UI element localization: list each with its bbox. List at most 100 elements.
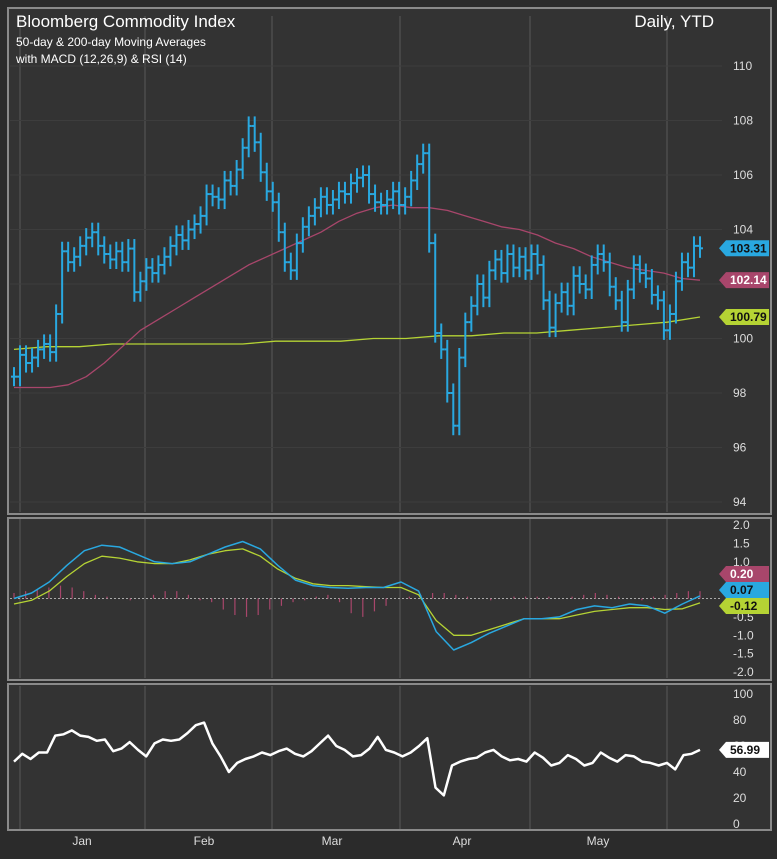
ma50-last-badge-text: 102.14: [730, 273, 767, 287]
price-bar: [552, 293, 559, 338]
macd-histogram-last-badge: 0.20: [719, 566, 769, 582]
macd-axis-tick: -1.5: [733, 647, 754, 661]
price-bar: [456, 348, 463, 436]
price-bar: [35, 339, 42, 368]
price-bar: [474, 274, 481, 316]
macd-line: [13, 540, 701, 651]
price-last-badge: 103.31: [719, 240, 769, 257]
price-bar: [347, 173, 354, 204]
price-axis-tick: 110: [733, 59, 752, 73]
price-bar: [329, 189, 336, 215]
macd-axis-tick: 1.0: [733, 555, 750, 569]
price-bar: [239, 138, 246, 180]
price-bar: [486, 260, 493, 308]
price-bar: [257, 132, 264, 182]
macd-axis-tick: 1.5: [733, 536, 750, 550]
price-bar: [59, 241, 66, 324]
price-bar: [462, 312, 469, 368]
price-bar: [660, 290, 667, 340]
price-bar: [197, 206, 204, 234]
price-bar: [354, 168, 360, 193]
price-bar: [684, 252, 691, 278]
rsi-last-badge-text: 56.99: [730, 743, 760, 757]
macd-histogram-last-badge-text: 0.20: [730, 567, 754, 581]
price-bar: [323, 187, 330, 215]
chart-subtitle-ma: 50-day & 200-day Moving Averages: [16, 35, 206, 49]
price-bar: [71, 247, 78, 272]
price-bar: [221, 170, 228, 210]
chart-title: Bloomberg Commodity Index: [16, 12, 236, 31]
ma200-line: [13, 316, 701, 351]
price-bar: [522, 247, 529, 280]
price-bar: [420, 143, 427, 174]
price-bar: [203, 184, 210, 226]
price-bar: [444, 339, 451, 403]
price-bar: [414, 154, 421, 190]
price-bar: [227, 170, 234, 196]
price-bar: [119, 241, 126, 272]
price-bar: [576, 266, 583, 294]
price-bar: [137, 271, 144, 302]
price-bar: [468, 296, 475, 332]
price-bar: [402, 187, 409, 215]
price-bar: [636, 255, 643, 283]
price-bar: [245, 116, 252, 158]
price-bar: [305, 206, 312, 237]
rsi-axis-tick: 40: [733, 765, 747, 779]
price-bar: [384, 189, 391, 215]
price-bar: [618, 290, 625, 332]
macd-axis-tick: -1.0: [733, 628, 754, 642]
price-bar: [161, 247, 168, 275]
price-axis-tick: 104: [733, 223, 753, 237]
price-bar: [65, 241, 72, 272]
price-bar: [438, 323, 445, 359]
price-bar: [173, 225, 180, 256]
price-bar: [606, 252, 613, 297]
price-last-badge-text: 103.31: [730, 241, 767, 255]
price-bar: [185, 219, 192, 250]
ma200-series: [13, 316, 701, 351]
macd-axis-tick: -2.0: [733, 665, 754, 679]
macd-signal-last-badge: -0.12: [719, 598, 769, 614]
price-bar: [281, 222, 288, 272]
last-value-badges: 103.31 102.14 100.79 0.20 0.07 -0.12 56.99: [719, 240, 769, 758]
price-bar: [191, 214, 198, 240]
price-bar: [179, 225, 186, 250]
macd-signal-line: [13, 548, 701, 636]
rsi-line: [13, 721, 701, 797]
price-bar: [450, 383, 457, 436]
price-bar: [269, 181, 276, 212]
price-bar: [378, 192, 385, 215]
ma50-series: [14, 204, 701, 389]
macd-signal-last-badge-shape: [719, 598, 769, 614]
price-bar: [317, 187, 324, 218]
price-bar: [558, 282, 565, 313]
price-axis-tick: 96: [733, 441, 747, 455]
price-bar: [516, 247, 523, 278]
price-bar: [426, 143, 433, 253]
price-bar: [666, 304, 673, 340]
price-bar: [528, 244, 535, 280]
price-bar: [335, 181, 342, 210]
price-bar: [53, 304, 60, 362]
price-bar: [17, 345, 24, 387]
price-bar: [155, 255, 162, 283]
rsi-axis-tick: 100: [733, 687, 753, 701]
macd-histogram-last-badge-shape: [719, 566, 769, 582]
price-bar: [209, 184, 216, 207]
macd-histogram-series: [13, 585, 701, 617]
price-bar: [29, 348, 36, 373]
macd-signal-series: [13, 548, 701, 636]
price-bar: [534, 244, 541, 275]
price-axis-tick: 100: [733, 332, 753, 346]
price-bar: [570, 266, 577, 316]
rsi-panel: [7, 683, 772, 831]
price-bar: [540, 255, 547, 310]
rsi-last-badge-shape: [719, 741, 769, 758]
price-bar: [41, 334, 48, 359]
price-axis-tick: 106: [733, 168, 753, 182]
price-bar: [149, 258, 156, 283]
x-axis-tick: Apr: [453, 834, 472, 848]
macd-last-badge-shape: [719, 582, 769, 598]
ma200-last-badge: 100.79: [719, 308, 769, 325]
